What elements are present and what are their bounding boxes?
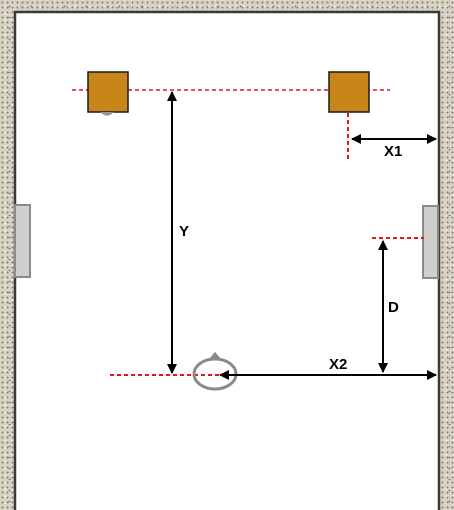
room-floor [13, 10, 441, 510]
d-label: D [388, 299, 399, 316]
left-door-icon [14, 204, 31, 278]
x2-label: X2 [329, 356, 347, 373]
x1-label: X1 [384, 143, 402, 160]
left-speaker-icon [87, 71, 129, 116]
right-speaker-icon [328, 71, 370, 113]
y-label: Y [179, 223, 189, 240]
right-door-icon [422, 205, 439, 279]
